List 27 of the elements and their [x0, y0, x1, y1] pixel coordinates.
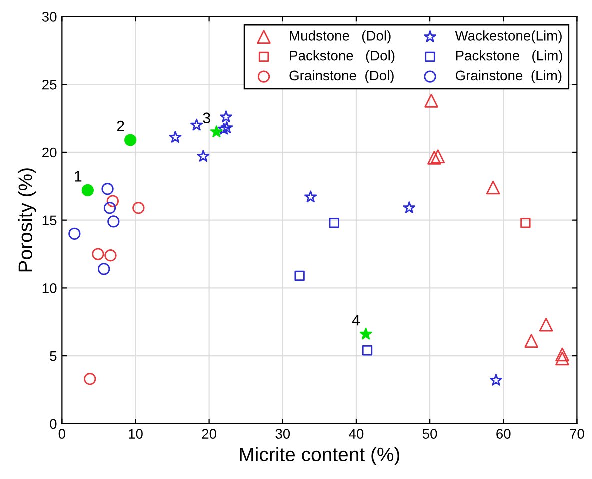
legend-label: Grainstone (Dol) — [290, 70, 394, 84]
x-tick-label: 50 — [422, 429, 438, 439]
y-tick-label: 10 — [42, 284, 57, 294]
y-tick-label: 20 — [42, 148, 57, 158]
annotation: 4 — [352, 315, 360, 326]
annotation: 2 — [117, 120, 124, 132]
annotation: 3 — [203, 112, 210, 124]
y-tick-label: 15 — [42, 216, 57, 226]
y-axis-title: Porosity (%) — [18, 168, 36, 272]
x-tick-label: 0 — [58, 429, 66, 439]
y-tick-label: 5 — [50, 352, 57, 362]
y-tick-label: 25 — [42, 80, 57, 90]
legend-label: Mudstone (Dol) — [290, 30, 391, 44]
x-axis-title: Micrite content (%) — [240, 447, 400, 466]
x-tick-label: 40 — [349, 429, 364, 439]
x-tick-label: 60 — [496, 429, 511, 439]
annotation: 1 — [75, 171, 82, 182]
legend-label: Wackestone(Lim) — [455, 30, 562, 44]
x-tick-label: 70 — [570, 429, 584, 439]
legend-label: Packstone (Dol) — [290, 50, 395, 64]
x-tick-label: 20 — [202, 429, 216, 439]
y-tick-label: 30 — [42, 12, 57, 22]
legend-label: Grainstone (Lim) — [456, 70, 562, 84]
y-tick-label: 0 — [50, 419, 57, 430]
x-tick-label: 10 — [129, 429, 143, 439]
x-tick-label: 30 — [276, 429, 290, 439]
legend-label: Packstone (Lim) — [456, 50, 562, 64]
